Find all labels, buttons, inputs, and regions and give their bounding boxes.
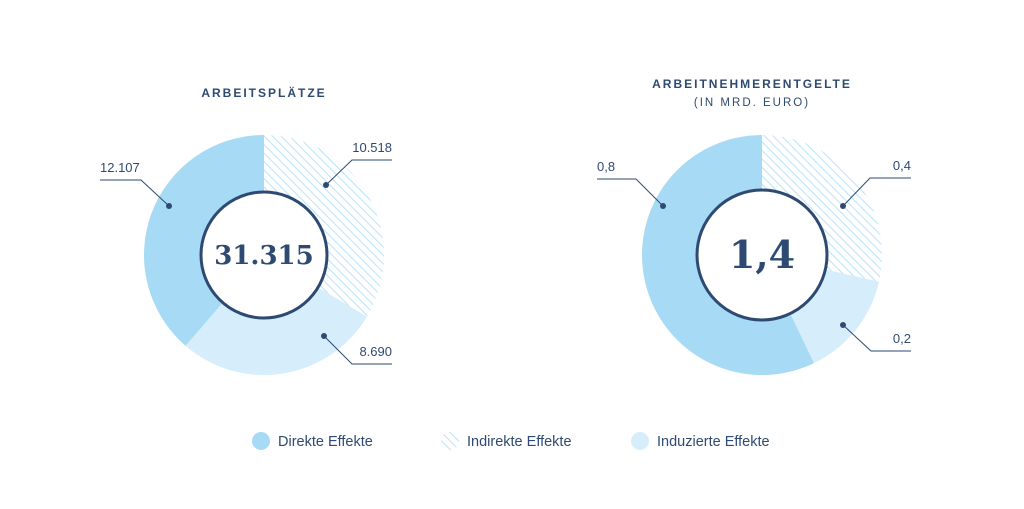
center-ring: [695, 188, 829, 322]
legend: Direkte Effekte Indirekte Effekte Induzi…: [252, 432, 770, 450]
leader-dot-direct: [660, 203, 666, 209]
legend-item-induced: Induzierte Effekte: [631, 432, 770, 450]
legend-swatch-induced: [631, 432, 649, 450]
leader-line-induced: [842, 324, 911, 352]
slice-labels: 10.518 8.690 12.107: [100, 140, 392, 365]
data-label-indirect: 10.518: [352, 140, 392, 155]
slice-indirect: [264, 135, 385, 317]
donut-chart-compensation: ARBEITNEHMERENTGELTE (IN MRD. EURO) 1,4 …: [597, 77, 911, 375]
slice-indirect: [762, 135, 883, 282]
leader-dot-direct: [166, 203, 172, 209]
legend-label-induced: Induzierte Effekte: [657, 434, 770, 450]
leader-dot-induced: [840, 322, 846, 328]
chart-title: ARBEITNEHMERENTGELTE: [652, 77, 852, 91]
slice-direct: [642, 135, 815, 375]
chart-subtitle: (IN MRD. EURO): [694, 97, 810, 109]
legend-item-indirect: Indirekte Effekte: [441, 432, 572, 450]
slice-labels: 0,4 0,2 0,8: [597, 158, 911, 352]
donut-slices: [642, 135, 883, 375]
legend-label-direct: Direkte Effekte: [278, 434, 373, 450]
legend-label-indirect: Indirekte Effekte: [467, 434, 572, 450]
chart-title: ARBEITSPLÄTZE: [201, 85, 326, 100]
data-label-indirect: 0,4: [893, 158, 911, 173]
data-label-direct: 0,8: [597, 159, 615, 174]
slice-induced: [789, 269, 879, 364]
leader-dot-induced: [321, 333, 327, 339]
leader-line-induced: [323, 335, 392, 365]
legend-swatch-indirect: [441, 432, 459, 450]
legend-item-direct: Direkte Effekte: [252, 432, 373, 450]
data-label-induced: 8.690: [359, 344, 392, 359]
leader-line-direct: [597, 178, 664, 207]
leader-dot-indirect: [840, 203, 846, 209]
data-label-direct: 12.107: [100, 160, 140, 175]
legend-swatch-direct: [252, 432, 270, 450]
center-total: 1,4: [729, 232, 795, 277]
center-total: 31.315: [214, 241, 314, 271]
slice-direct: [144, 135, 264, 346]
leader-line-indirect: [325, 159, 392, 186]
center-ring: [199, 190, 329, 320]
leader-line-indirect: [842, 177, 911, 207]
data-label-induced: 0,2: [893, 331, 911, 346]
leader-line-direct: [100, 179, 170, 207]
leader-dot-indirect: [323, 182, 329, 188]
donut-chart-jobs: ARBEITSPLÄTZE 31.315 10.518 8.690 12.107: [100, 85, 392, 376]
